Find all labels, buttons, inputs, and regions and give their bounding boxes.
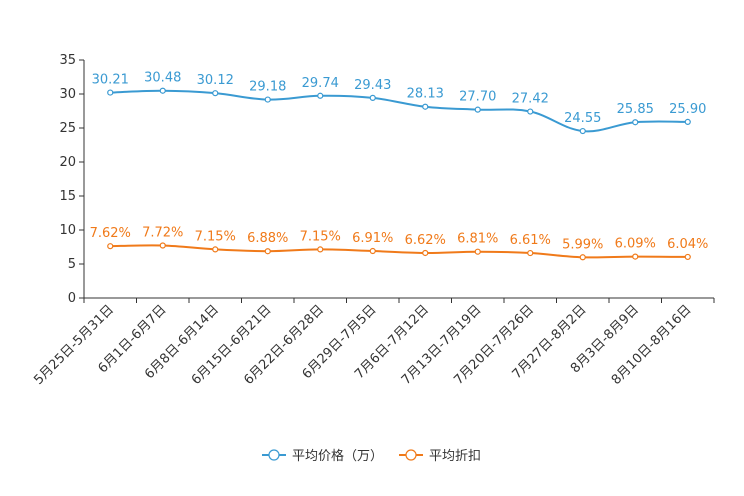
data-point[interactable] [107, 89, 114, 96]
data-label: 6.62% [405, 233, 446, 248]
data-label: 27.42 [512, 92, 549, 107]
data-label: 5.99% [562, 237, 603, 252]
legend[interactable]: 平均价格（万） 平均折扣 [262, 448, 481, 464]
data-label: 6.88% [247, 231, 288, 246]
series-0: 30.21 30.48 30.12 29.18 29.74 29.43 28.13 27.70… [92, 71, 706, 135]
data-point[interactable] [159, 242, 166, 249]
data-label: 30.21 [92, 73, 129, 88]
legend-marker [268, 449, 280, 461]
data-point[interactable] [212, 246, 219, 253]
data-point[interactable] [369, 247, 376, 255]
y-tick-label: 5 [68, 257, 76, 272]
data-label: 7.15% [195, 229, 236, 244]
y-tick-label: 0 [68, 291, 76, 306]
data-point[interactable] [632, 119, 639, 126]
data-point[interactable] [317, 246, 324, 253]
legend-marker [405, 449, 417, 461]
data-label: 7.62% [90, 226, 131, 241]
series-1: 7.62% 7.72% 7.15% 6.88% 7.15% 6.91% 6.62% 6.81%… [90, 226, 708, 261]
data-label: 29.18 [249, 80, 286, 95]
data-point[interactable] [632, 253, 639, 260]
data-label: 7.15% [300, 229, 341, 244]
data-point[interactable] [107, 243, 114, 250]
data-point[interactable] [579, 254, 586, 261]
data-point[interactable] [527, 108, 534, 115]
data-point[interactable] [422, 103, 429, 110]
data-label: 30.48 [144, 71, 181, 86]
data-point[interactable] [474, 106, 481, 113]
data-label: 6.09% [615, 237, 656, 252]
y-tick-label: 20 [59, 155, 76, 170]
axes: 051015202530355月25日-5月31日6月1日-6月7日6月8日-6… [31, 53, 715, 388]
data-label: 25.90 [669, 102, 706, 117]
data-label: 29.43 [354, 78, 391, 93]
data-point[interactable] [684, 253, 691, 261]
y-tick-label: 10 [59, 223, 76, 238]
series-line [110, 244, 688, 259]
y-tick-label: 35 [59, 53, 76, 68]
legend-item-1[interactable]: 平均折扣 [399, 449, 481, 464]
data-point[interactable] [212, 90, 219, 97]
data-label: 6.91% [352, 231, 393, 246]
y-tick-label: 30 [59, 87, 76, 102]
data-label: 29.74 [302, 76, 339, 91]
legend-item-0[interactable]: 平均价格（万） [262, 448, 383, 464]
data-label: 6.81% [457, 232, 498, 247]
series-line [110, 89, 688, 133]
data-point[interactable] [474, 248, 481, 255]
data-point[interactable] [264, 248, 271, 255]
data-point[interactable] [264, 96, 271, 103]
legend-label: 平均价格（万） [292, 448, 383, 464]
data-label: 28.13 [407, 87, 444, 102]
data-point[interactable] [579, 127, 586, 135]
data-label: 24.55 [564, 111, 601, 126]
data-point[interactable] [422, 249, 429, 257]
data-label: 25.85 [617, 102, 654, 117]
data-point[interactable] [317, 92, 324, 99]
data-label: 27.70 [459, 90, 496, 105]
data-point[interactable] [684, 118, 691, 125]
data-point[interactable] [527, 249, 534, 257]
data-label: 6.04% [667, 237, 708, 252]
legend-label: 平均折扣 [429, 449, 481, 464]
data-label: 6.61% [510, 233, 551, 248]
data-label: 30.12 [197, 73, 234, 88]
y-tick-label: 15 [59, 189, 76, 204]
data-label: 7.72% [142, 226, 183, 241]
data-point[interactable] [159, 87, 166, 94]
series-layer: 30.21 30.48 30.12 29.18 29.74 29.43 28.13 27.70… [90, 71, 708, 261]
y-tick-label: 25 [59, 121, 76, 136]
data-point[interactable] [369, 94, 376, 101]
